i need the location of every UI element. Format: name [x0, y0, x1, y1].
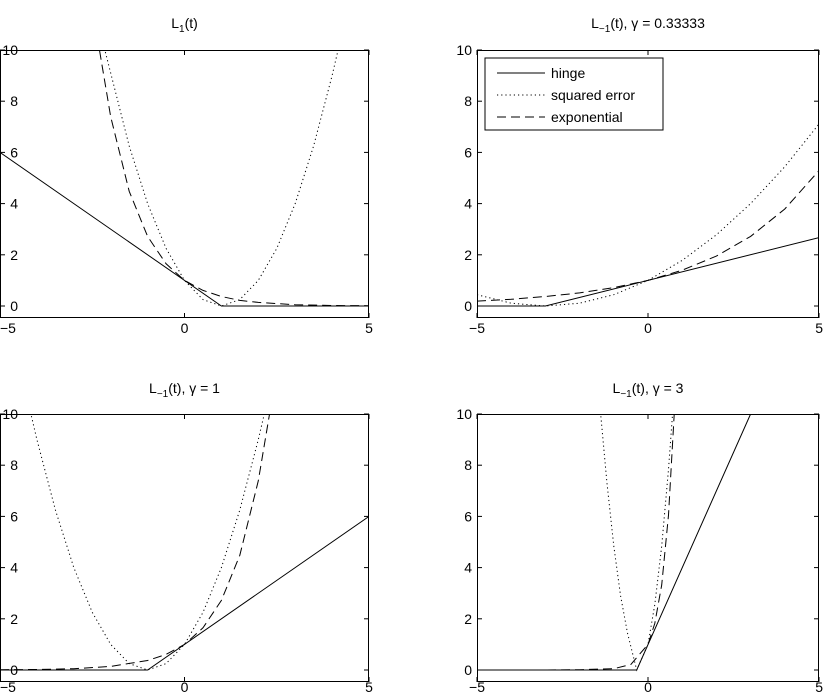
x-tick-label: −5 — [0, 320, 16, 336]
x-tick-label: 5 — [815, 679, 823, 694]
legend-label: exponential — [551, 109, 623, 125]
y-tick-label: 8 — [464, 93, 472, 109]
y-tick-label: 8 — [10, 457, 18, 473]
y-tick-label: 2 — [10, 611, 18, 627]
series-line-hinge — [477, 237, 819, 307]
series-line-squared-error — [30, 414, 265, 671]
x-tick-label: 0 — [644, 679, 652, 694]
series-line-exponential — [477, 170, 819, 302]
y-tick-label: 6 — [464, 144, 472, 160]
x-tick-label: 0 — [644, 320, 652, 336]
series-group — [0, 414, 369, 671]
y-tick-label: 10 — [2, 42, 18, 58]
y-tick-label: 0 — [464, 662, 472, 678]
x-tick-label: 0 — [181, 679, 189, 694]
series-group — [477, 414, 752, 672]
y-tick-label: 8 — [10, 93, 18, 109]
y-tick-label: 10 — [456, 42, 472, 58]
legend: hinge squared error exponential — [484, 57, 664, 131]
y-tick-label: 6 — [10, 144, 18, 160]
y-tick-label: 4 — [10, 560, 18, 576]
legend-box — [484, 57, 664, 131]
subplot-title: L−1(t), γ = 3 — [613, 380, 684, 400]
series-line-hinge — [0, 515, 369, 671]
x-tick-label: 0 — [181, 320, 189, 336]
series-line-squared-error — [600, 414, 674, 672]
y-tick-label: 6 — [464, 508, 472, 524]
subplot-title: L−1(t), γ = 0.33333 — [591, 15, 705, 35]
legend-label: squared error — [551, 87, 635, 103]
y-tick-label: 4 — [464, 560, 472, 576]
y-tick-label: 0 — [10, 298, 18, 314]
y-tick-label: 2 — [464, 247, 472, 263]
x-tick-label: −5 — [469, 320, 485, 336]
y-tick-label: 4 — [464, 196, 472, 212]
axes-box — [0, 50, 369, 318]
y-tick-label: 6 — [10, 508, 18, 524]
y-tick-label: 10 — [2, 406, 18, 422]
x-tick-label: −5 — [469, 679, 485, 694]
subplot-2: 0 2 4 6 8 10 −5 0 5 L−1(t), γ = 0.33333 hinge squar… — [456, 15, 823, 336]
series-line-hinge — [0, 151, 369, 307]
subplot-title: L−1(t), γ = 1 — [149, 380, 220, 400]
x-tick-label: 5 — [365, 679, 373, 694]
y-tick-label: 0 — [464, 298, 472, 314]
series-group — [477, 123, 819, 307]
y-tick-label: 10 — [456, 406, 472, 422]
y-tick-label: 4 — [10, 196, 18, 212]
series-line-squared-error — [104, 50, 339, 307]
y-tick-label: 8 — [464, 457, 472, 473]
series-line-exponential — [477, 414, 675, 671]
series-line-exponential — [99, 50, 369, 307]
legend-label: hinge — [551, 65, 585, 81]
axes-box — [0, 414, 369, 682]
axes-box — [477, 414, 819, 682]
x-tick-label: 5 — [365, 320, 373, 336]
x-tick-label: −5 — [0, 679, 16, 694]
y-tick-label: 2 — [464, 611, 472, 627]
subplot-title: L1(t) — [171, 15, 198, 35]
subplot-1: 0 2 4 6 8 10 −5 0 5 L1(t) — [0, 15, 373, 336]
series-line-squared-error — [477, 123, 819, 307]
x-tick-label: 5 — [815, 320, 823, 336]
series-group — [0, 50, 369, 307]
y-tick-label: 2 — [10, 247, 18, 263]
